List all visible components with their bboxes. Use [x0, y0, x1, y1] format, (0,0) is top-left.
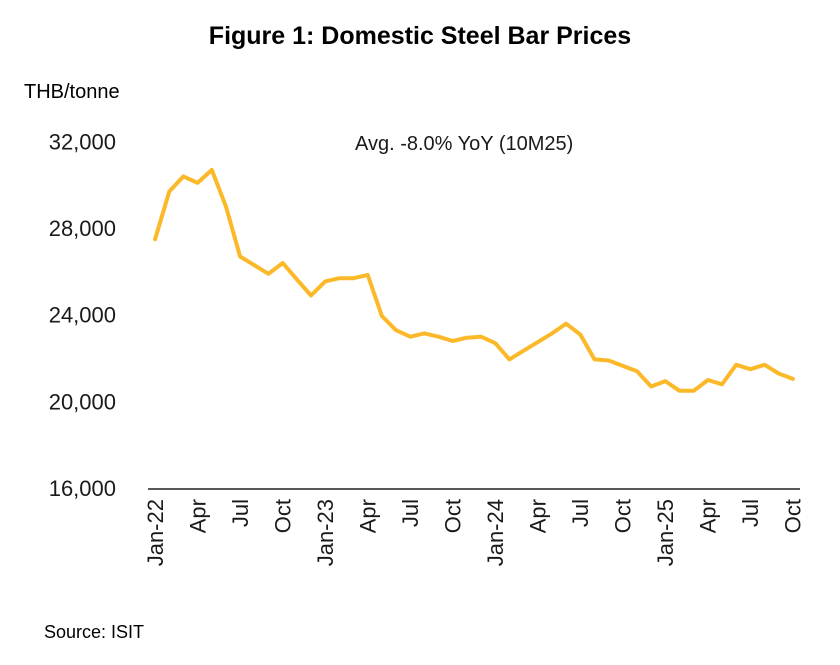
x-axis-tick-label: Oct: [440, 499, 465, 533]
avg-yoy-annotation: Avg. -8.0% YoY (10M25): [355, 133, 574, 155]
x-axis-tick-label: Apr: [696, 499, 721, 533]
y-axis-tick-label: 28,000: [49, 216, 116, 241]
x-axis-tick-label: Jan-24: [483, 499, 508, 566]
x-axis-tick-label: Apr: [525, 499, 550, 533]
x-axis-tick-label: Jul: [568, 499, 593, 527]
y-axis-tick-label: 24,000: [49, 303, 116, 328]
x-axis-tick-label: Jul: [228, 499, 253, 527]
source-label: Source: ISIT: [44, 622, 145, 642]
x-axis-tick-label: Jan-25: [653, 499, 678, 566]
x-axis-tick-label: Oct: [781, 499, 806, 533]
x-axis-tick-label: Oct: [270, 499, 295, 533]
x-axis-tick-label: Jan-23: [313, 499, 338, 566]
price-line-series: [153, 167, 795, 393]
x-axis-tick-label: Jul: [738, 499, 763, 527]
y-axis-tick-label: 32,000: [49, 129, 116, 154]
x-axis-tick-label: Oct: [611, 499, 636, 533]
x-axis-tick-label: Apr: [355, 499, 380, 533]
chart-title: Figure 1: Domestic Steel Bar Prices: [208, 22, 632, 50]
x-axis-tick-label: Jan-22: [143, 499, 168, 566]
x-axis-tick-label: Jul: [398, 499, 423, 527]
x-axis-tick-label: Apr: [185, 499, 210, 533]
y-axis-tick-label: 20,000: [49, 389, 116, 414]
y-axis-tick-label: 16,000: [49, 476, 116, 501]
y-axis-unit-label: THB/tonne: [24, 81, 120, 103]
